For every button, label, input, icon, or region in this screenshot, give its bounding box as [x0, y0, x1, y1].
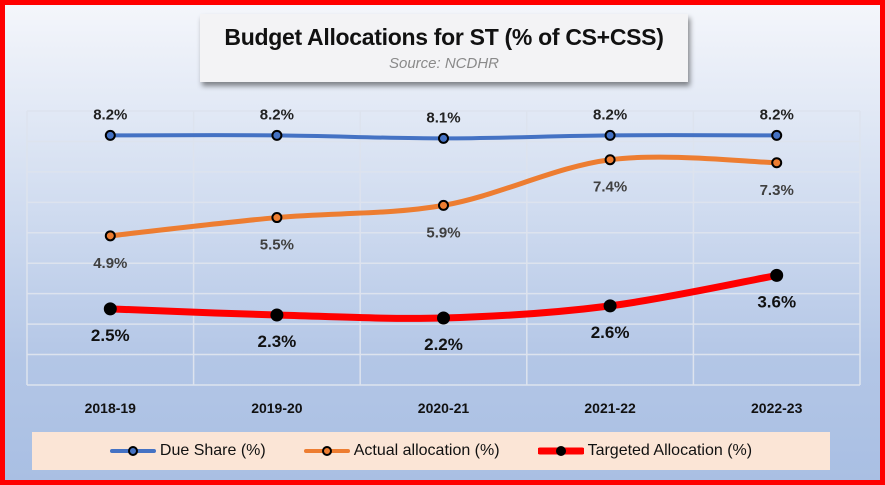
data-label-due-share: 8.2% — [93, 106, 127, 123]
data-label-actual-allocation: 5.5% — [260, 237, 294, 254]
data-point-actual-allocation — [271, 212, 283, 224]
legend-swatch-due-share — [109, 446, 156, 456]
x-tick-label: 2022-23 — [751, 400, 803, 416]
data-label-due-share: 8.1% — [426, 109, 460, 126]
data-point-due-share — [771, 129, 783, 141]
legend-swatch-targeted-allocation — [537, 446, 584, 456]
data-point-targeted-allocation — [770, 268, 784, 282]
data-point-due-share — [438, 132, 449, 144]
data-label-actual-allocation: 7.4% — [593, 179, 627, 196]
data-label-targeted-allocation: 3.6% — [757, 292, 796, 311]
data-point-targeted-allocation — [603, 299, 617, 313]
x-tick-label: 2020-21 — [418, 400, 470, 416]
data-point-due-share — [604, 129, 616, 141]
legend-label: Targeted Allocation (%) — [587, 442, 753, 459]
legend-item-actual-allocation: Actual allocation (%) — [303, 442, 500, 460]
data-label-due-share: 8.2% — [260, 106, 294, 123]
data-point-due-share — [271, 129, 283, 141]
legend-marker — [127, 446, 138, 456]
legend-swatch-actual-allocation — [303, 446, 350, 456]
chart-title: Budget Allocations for ST (% of CS+CSS) — [224, 24, 664, 50]
legend-marker — [321, 446, 332, 456]
legend-label: Due Share (%) — [159, 442, 266, 459]
legend-label: Actual allocation (%) — [353, 442, 500, 459]
data-label-actual-allocation: 5.9% — [426, 224, 460, 241]
data-point-targeted-allocation — [103, 302, 117, 316]
data-point-targeted-allocation — [437, 311, 450, 325]
data-point-due-share — [104, 129, 116, 141]
data-label-targeted-allocation: 2.2% — [424, 335, 463, 354]
data-point-targeted-allocation — [270, 308, 284, 322]
legend-item-targeted-allocation: Targeted Allocation (%) — [537, 442, 753, 460]
data-label-targeted-allocation: 2.6% — [591, 323, 630, 342]
data-point-actual-allocation — [438, 199, 449, 211]
data-label-targeted-allocation: 2.5% — [91, 326, 130, 345]
legend-marker — [555, 446, 566, 456]
data-label-actual-allocation: 7.3% — [760, 182, 794, 199]
data-label-due-share: 8.2% — [593, 106, 627, 123]
legend-item-due-share: Due Share (%) — [109, 442, 266, 460]
x-tick-label: 2019-20 — [251, 400, 303, 416]
data-label-due-share: 8.2% — [760, 106, 794, 123]
legend: Due Share (%) Actual allocation (%) Targ… — [32, 432, 830, 470]
data-label-actual-allocation: 4.9% — [93, 255, 127, 272]
data-point-actual-allocation — [104, 230, 116, 242]
chart-subtitle: Source: NCDHR — [388, 55, 500, 72]
x-tick-label: 2018-19 — [85, 400, 137, 416]
data-label-targeted-allocation: 2.3% — [258, 332, 297, 351]
title-box: Budget Allocations for ST (% of CS+CSS) … — [200, 14, 688, 82]
data-point-actual-allocation — [604, 154, 616, 166]
x-tick-label: 2021-22 — [584, 400, 636, 416]
data-point-actual-allocation — [771, 157, 783, 169]
